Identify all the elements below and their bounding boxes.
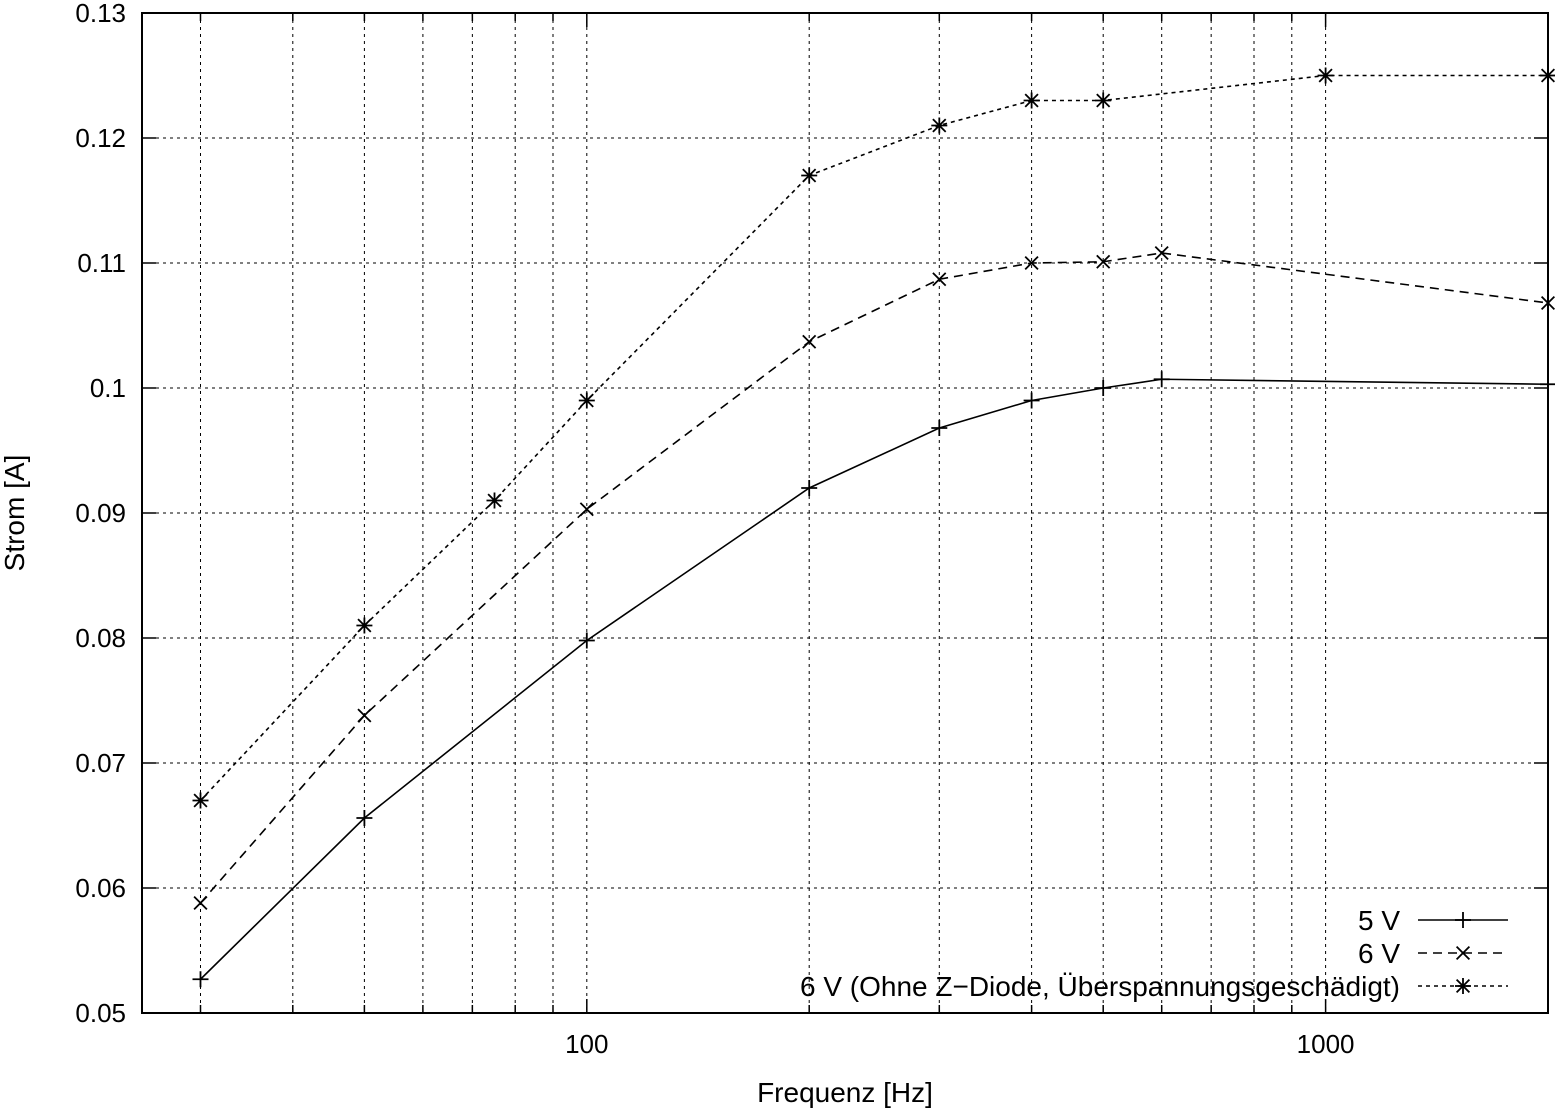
data-point (192, 792, 209, 809)
x-tick-label: 1000 (1297, 1029, 1355, 1059)
data-point (1024, 255, 1039, 271)
data-point (931, 117, 948, 134)
data-point (578, 392, 595, 409)
data-point (193, 895, 208, 911)
legend-label: 6 V (1358, 938, 1400, 969)
data-point (486, 492, 503, 509)
data-point (1455, 978, 1471, 994)
tick-labels: 0.05 0.06 0.07 0.08 0.09 0.1 0.11 0.12 0.13 100 10… (75, 0, 1354, 1059)
data-point (932, 272, 947, 287)
data-point (801, 167, 818, 184)
data-point (356, 617, 373, 634)
data-point (931, 420, 948, 436)
data-point (801, 480, 818, 496)
data-point (802, 334, 817, 349)
y-tick-label: 0.08 (75, 623, 126, 653)
data-point (356, 810, 373, 826)
data-point (192, 971, 209, 988)
y-tick-label: 0.1 (90, 373, 126, 403)
series-line (199, 252, 1549, 904)
x-axis-title: Frequenz [Hz] (757, 1077, 933, 1108)
data-point (1095, 92, 1112, 109)
data-point (1317, 67, 1334, 84)
data-point (579, 502, 594, 517)
series-1 (192, 371, 1555, 988)
y-tick-label: 0.11 (77, 248, 126, 278)
legend-item: 6 V (1358, 938, 1508, 969)
legend-item: 5 V (1358, 905, 1508, 936)
series-3 (192, 67, 1555, 809)
data-point (1095, 380, 1112, 396)
y-tick-label: 0.05 (75, 998, 126, 1028)
y-tick-label: 0.09 (75, 498, 126, 528)
y-axis-title: Strom [A] (0, 455, 30, 572)
x-tick-label: 100 (565, 1029, 608, 1059)
data-point (1455, 945, 1471, 961)
data-point (357, 708, 372, 723)
grid-lines (142, 13, 1548, 1013)
y-tick-label: 0.12 (75, 123, 126, 153)
axis-ticks (142, 12, 1548, 1014)
series-line (199, 74, 1548, 802)
data-point (578, 632, 595, 649)
legend-label: 5 V (1358, 905, 1400, 936)
legend-label: 6 V (Ohne Z−Diode, Überspannungsgeschädi… (800, 971, 1400, 1002)
y-tick-label: 0.07 (75, 748, 126, 778)
series-2 (193, 245, 1555, 911)
y-tick-label: 0.06 (75, 873, 126, 903)
data-series (192, 67, 1555, 988)
data-point (1153, 371, 1170, 388)
data-point (1455, 912, 1471, 928)
legend-item: 6 V (Ohne Z−Diode, Überspannungsgeschädi… (800, 971, 1508, 1002)
data-point (1096, 254, 1111, 269)
legend: 5 V6 V6 V (Ohne Z−Diode, Überspannungsge… (800, 905, 1508, 1002)
data-point (1154, 245, 1169, 261)
data-point (1023, 92, 1040, 109)
y-tick-label: 0.13 (75, 0, 126, 28)
data-point (1023, 392, 1040, 409)
